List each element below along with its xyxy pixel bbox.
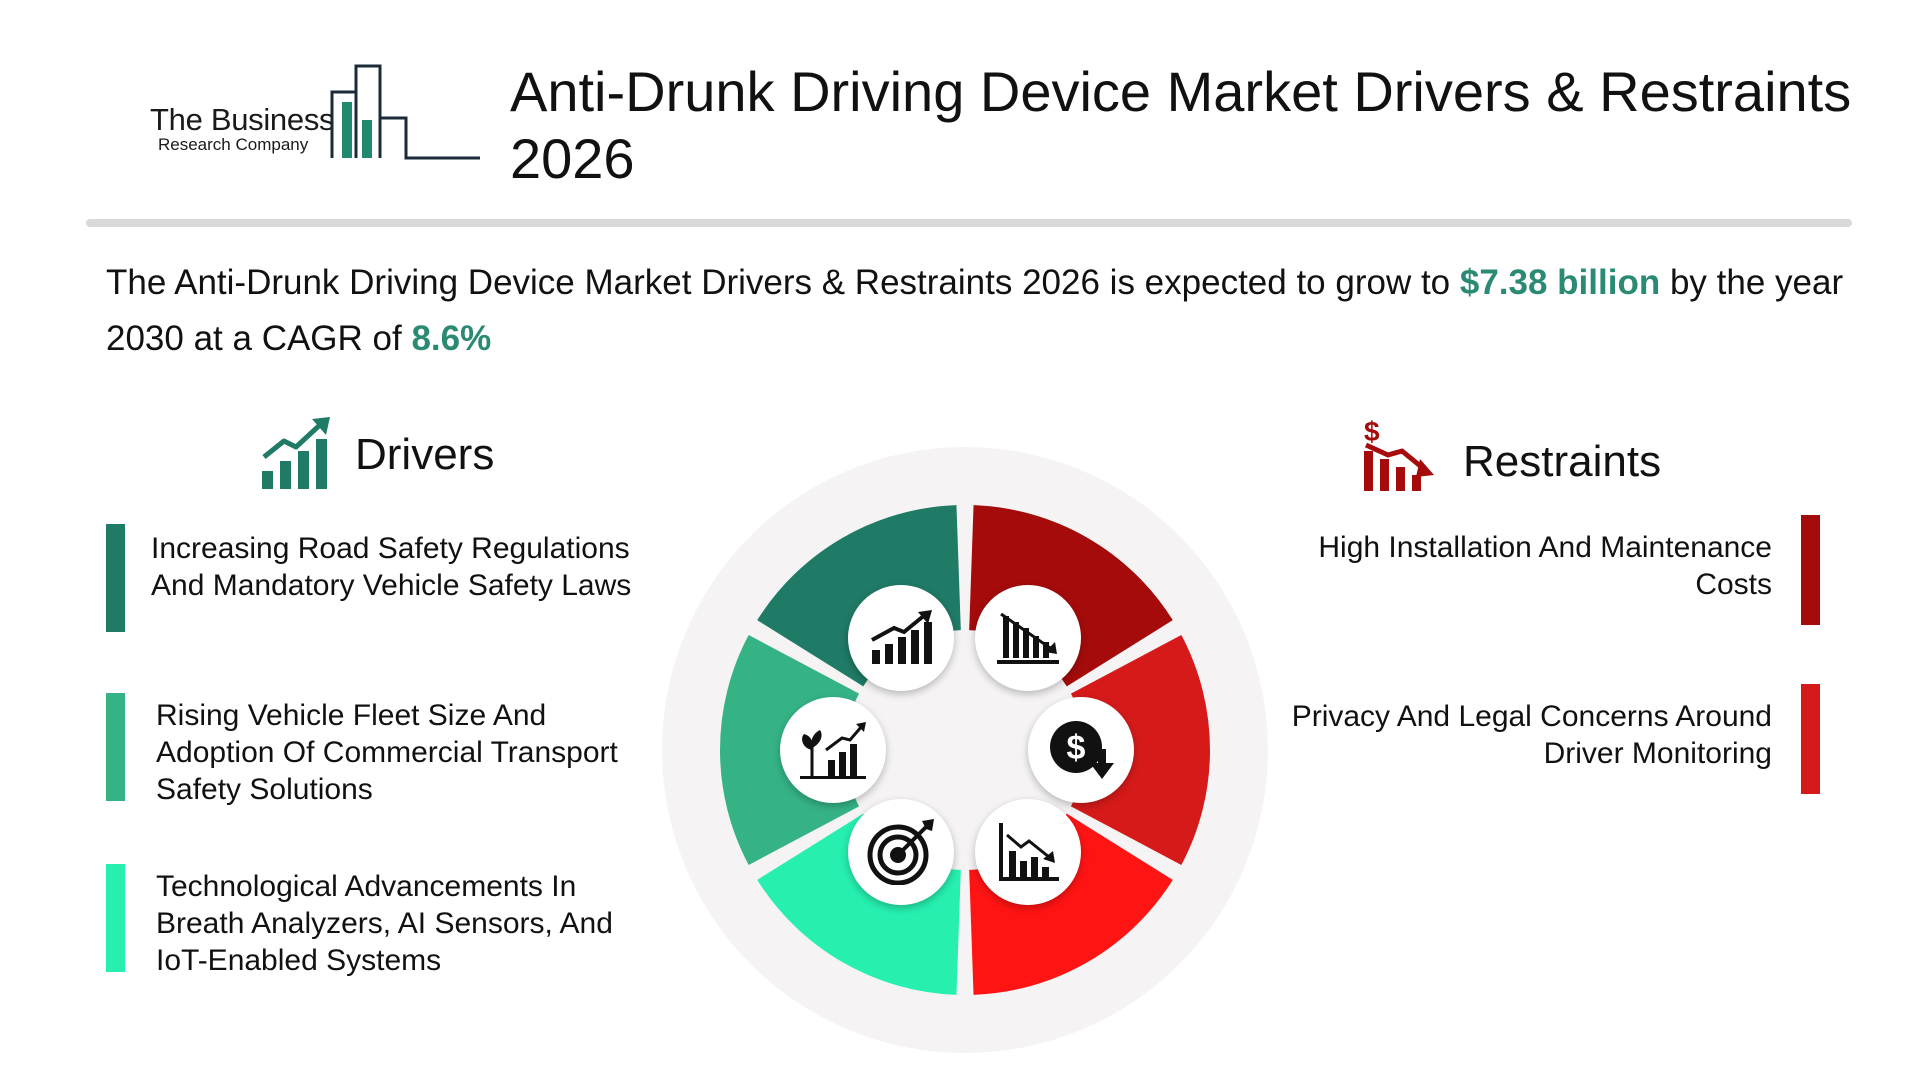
driver-item-1: Increasing Road Safety Regulations And M… — [151, 532, 632, 602]
wheel-icon-decline-bars — [975, 799, 1081, 905]
growth-chart-icon — [871, 610, 932, 664]
restraint-item-2: Privacy And Legal Concerns Around Driver… — [1291, 700, 1772, 770]
intro-sentence: The Anti-Drunk Driving Device Market Dri… — [106, 255, 1866, 367]
wheel-icon-plant-growth — [780, 697, 886, 803]
svg-text:$: $ — [1067, 729, 1086, 767]
drivers-title: Drivers — [355, 430, 495, 479]
target-icon — [867, 819, 934, 885]
intro-middle: by the year 2030 at a CAGR of — [106, 263, 1844, 358]
wheel-icon-growth-chart — [848, 585, 954, 691]
driver-item-2: Rising Vehicle Fleet Size And Adoption O… — [156, 699, 618, 806]
company-logo: The Business Research Company — [140, 62, 480, 172]
dollar-down-icon: $ — [1050, 721, 1114, 779]
drivers-header: Drivers — [260, 415, 560, 495]
dollar-decline-icon: $ — [1364, 417, 1434, 491]
wheel-icon-dollar-down: $ — [1028, 697, 1134, 803]
driver-item-3: Technological Advancements In Breath Ana… — [156, 870, 613, 977]
decline-bars-icon — [999, 823, 1059, 881]
cagr-value: 8.6% — [411, 319, 492, 358]
intro-prefix: The Anti-Drunk Driving Device Market Dri… — [106, 263, 1460, 302]
restraint-item-2-bar — [1801, 684, 1820, 794]
wheel-icon-target — [848, 799, 954, 905]
restraint-item-1-bar — [1801, 515, 1820, 625]
logo-text-sub: Research Company — [158, 135, 309, 154]
restraint-item-1: High Installation And Maintenance Costs — [1318, 531, 1772, 601]
logo-buildings-icon — [330, 64, 480, 160]
wheel-segment-restraint-2 — [1070, 634, 1210, 866]
restraints-title: Restraints — [1463, 437, 1662, 486]
header-divider — [86, 219, 1852, 227]
svg-text:$: $ — [1364, 417, 1380, 447]
logo-text-main: The Business — [150, 102, 335, 137]
wheel-icon-decline-chart — [975, 585, 1081, 691]
drivers-restraints-wheel — [662, 447, 1268, 1053]
driver-item-1-bar — [106, 524, 125, 632]
plant-growth-icon — [800, 722, 866, 779]
restraints-header: $ Restraints — [1360, 417, 1720, 497]
market-value: $7.38 billion — [1459, 263, 1661, 302]
driver-item-2-bar — [106, 693, 125, 801]
page-title: Anti-Drunk Driving Device Market Drivers… — [510, 60, 1852, 190]
decline-chart-icon — [997, 612, 1059, 664]
driver-item-3-bar — [106, 864, 125, 972]
growth-chart-icon — [262, 417, 330, 489]
